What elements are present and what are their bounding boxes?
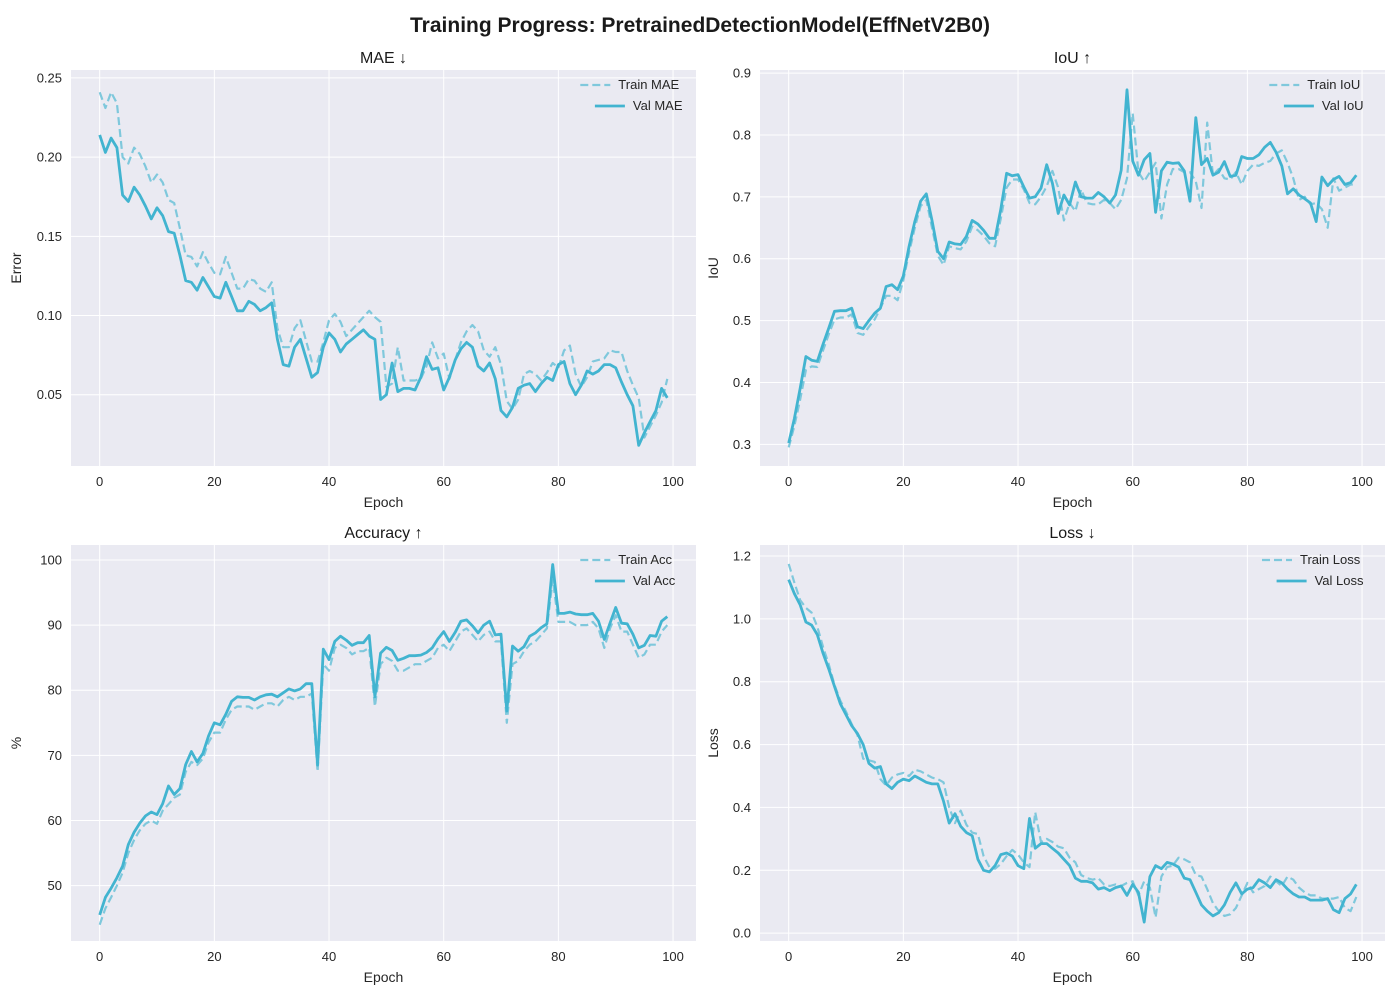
legend-label: Val Loss xyxy=(1315,573,1364,588)
y-tick-label: 0.25 xyxy=(37,70,62,85)
x-tick-label: 60 xyxy=(1125,474,1139,489)
x-tick-label: 40 xyxy=(322,474,336,489)
y-tick-label: 0.10 xyxy=(37,308,62,323)
y-tick-label: 0.4 xyxy=(733,800,751,815)
plot-area-loss xyxy=(760,545,1385,941)
y-tick-label: 70 xyxy=(48,748,62,763)
series-line-val-mae xyxy=(98,134,669,447)
x-tick-label: 0 xyxy=(96,474,103,489)
y-tick-label: 0.3 xyxy=(733,437,751,452)
x-tick-label: 20 xyxy=(896,949,910,964)
y-axis-label: % xyxy=(8,737,24,749)
x-tick-label: 20 xyxy=(207,474,221,489)
x-tick-label: 80 xyxy=(551,474,565,489)
y-tick-label: 0.6 xyxy=(733,737,751,752)
plot-area-mae xyxy=(71,70,696,466)
legend-mae: Train MAE Val MAE xyxy=(580,77,683,113)
x-tick-label: 80 xyxy=(1240,949,1254,964)
y-tick-label: 80 xyxy=(48,683,62,698)
y-tick-label: 0.4 xyxy=(733,375,751,390)
chart-panel-loss: 0 20 40 60 80 100 0.0 0.2 0.4 0.6 0.8 1.0 1.2 Loss ↓ E… xyxy=(705,525,1385,985)
y-axis-label: Error xyxy=(8,252,24,283)
y-tick-label: 1.0 xyxy=(733,611,751,626)
x-tick-label: 80 xyxy=(551,949,565,964)
x-tick-label: 0 xyxy=(785,474,792,489)
series-line-val-acc xyxy=(98,563,669,916)
x-axis-label: Epoch xyxy=(364,969,404,985)
legend-loss: Train Loss Val Loss xyxy=(1262,552,1364,588)
series-line-train-acc xyxy=(98,578,669,926)
y-tick-label: 50 xyxy=(48,878,62,893)
y-tick-label: 0.7 xyxy=(733,189,751,204)
x-tick-label: 100 xyxy=(662,949,684,964)
legend-label: Train MAE xyxy=(618,77,679,92)
y-axis-label: IoU xyxy=(705,257,721,279)
x-tick-label: 60 xyxy=(436,949,450,964)
x-axis-label: Epoch xyxy=(364,494,404,510)
x-tick-label: 100 xyxy=(662,474,684,489)
chart-panel-mae: 0 20 40 60 80 100 0.05 0.10 0.15 0.20 0.25 MAE ↓ Epo… xyxy=(8,50,696,510)
series-line-train-loss xyxy=(787,563,1358,919)
y-tick-label: 0.9 xyxy=(733,66,751,81)
y-tick-label: 1.2 xyxy=(733,549,751,564)
y-tick-label: 0.8 xyxy=(733,127,751,142)
chart-panel-accuracy: 0 20 40 60 80 100 50 60 70 80 90 100 Accuracy ↑ Epoch… xyxy=(8,525,696,985)
x-tick-label: 20 xyxy=(207,949,221,964)
y-tick-label: 100 xyxy=(40,552,62,567)
plot-area-iou xyxy=(760,70,1385,466)
panel-title: Accuracy ↑ xyxy=(344,525,422,542)
x-tick-label: 20 xyxy=(896,474,910,489)
y-tick-label: 0.15 xyxy=(37,229,62,244)
panel-title: IoU ↑ xyxy=(1054,50,1091,67)
x-axis-label: Epoch xyxy=(1053,969,1093,985)
panel-title: Loss ↓ xyxy=(1049,525,1095,542)
y-tick-label: 0.6 xyxy=(733,251,751,266)
legend-accuracy: Train Acc Val Acc xyxy=(580,552,676,588)
y-tick-label: 0.20 xyxy=(37,150,62,165)
legend-label: Train Loss xyxy=(1300,552,1361,567)
x-axis-label: Epoch xyxy=(1053,494,1093,510)
x-tick-label: 60 xyxy=(1125,949,1139,964)
y-tick-label: 0.2 xyxy=(733,863,751,878)
x-tick-label: 80 xyxy=(1240,474,1254,489)
x-tick-label: 40 xyxy=(1011,474,1025,489)
x-tick-label: 60 xyxy=(436,474,450,489)
chart-panel-iou: 0 20 40 60 80 100 0.3 0.4 0.5 0.6 0.7 0.8 0.9 IoU ↑ Ep… xyxy=(705,50,1385,510)
y-tick-label: 0.8 xyxy=(733,674,751,689)
series-line-train-mae xyxy=(98,91,669,439)
legend-iou: Train IoU Val IoU xyxy=(1269,77,1364,113)
x-tick-label: 100 xyxy=(1351,949,1373,964)
y-tick-label: 0.05 xyxy=(37,387,62,402)
y-tick-label: 0.5 xyxy=(733,313,751,328)
x-tick-label: 40 xyxy=(1011,949,1025,964)
x-tick-label: 0 xyxy=(96,949,103,964)
y-tick-label: 0.0 xyxy=(733,926,751,941)
series-line-val-iou xyxy=(787,88,1358,444)
y-tick-label: 60 xyxy=(48,813,62,828)
panel-title: MAE ↓ xyxy=(360,50,407,67)
x-tick-label: 100 xyxy=(1351,474,1373,489)
legend-label: Train Acc xyxy=(618,552,672,567)
x-tick-label: 40 xyxy=(322,949,336,964)
legend-label: Train IoU xyxy=(1307,77,1360,92)
series-line-val-loss xyxy=(787,579,1358,924)
figure-title: Training Progress: PretrainedDetectionMo… xyxy=(410,14,990,37)
legend-label: Val IoU xyxy=(1322,98,1364,113)
y-tick-label: 90 xyxy=(48,618,62,633)
series-line-train-iou xyxy=(787,112,1357,448)
legend-label: Val MAE xyxy=(633,98,683,113)
plot-area-accuracy xyxy=(71,545,696,941)
legend-label: Val Acc xyxy=(633,573,676,588)
y-axis-label: Loss xyxy=(705,728,721,758)
x-tick-label: 0 xyxy=(785,949,792,964)
